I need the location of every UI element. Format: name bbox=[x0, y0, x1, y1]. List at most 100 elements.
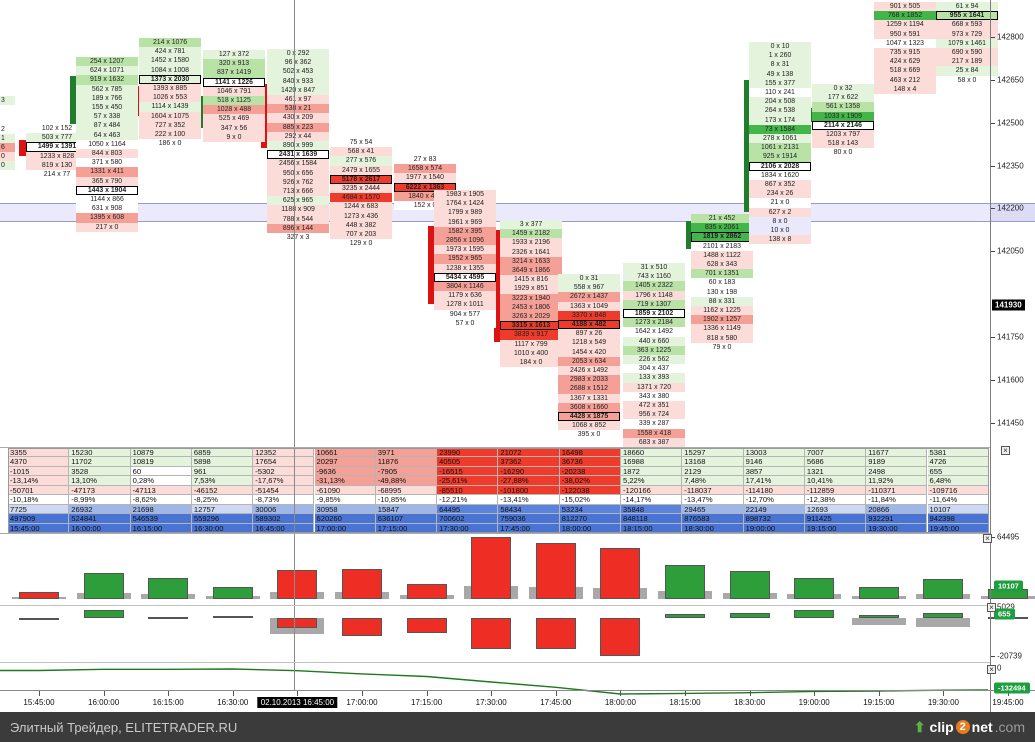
delta-bar bbox=[83, 610, 124, 618]
time-axis: 15:45:00 16:00:00 16:15:00 16:30:00 02.10.20… bbox=[0, 690, 1035, 712]
cluster-cell: 1144 x 866 bbox=[76, 195, 138, 205]
cluster-cell: 1902 x 1257 bbox=[691, 315, 753, 325]
cluster-cell: 87 x 484 bbox=[76, 121, 138, 131]
table-cell: -8,73% bbox=[253, 495, 315, 505]
volume-bar bbox=[83, 573, 124, 599]
volume-bar bbox=[277, 570, 318, 599]
table-cell: 10819 bbox=[130, 457, 192, 467]
cluster-cell: 1336 x 1149 bbox=[691, 324, 753, 334]
cluster-cell: 127 x 372 bbox=[203, 50, 265, 60]
table-cell: -11,84% bbox=[866, 495, 928, 505]
price-tick-label: 142050 bbox=[997, 246, 1024, 256]
time-tick-label: 19:30:00 bbox=[927, 698, 959, 707]
cluster-cell: 8 x 31 bbox=[749, 60, 811, 70]
cluster-cell: 919 x 1632 bbox=[76, 75, 138, 85]
time-tick bbox=[168, 691, 170, 696]
cluster-cell: 155 x 377 bbox=[749, 78, 811, 88]
cluster-cell: 0 x 32 bbox=[812, 84, 874, 94]
cluster-cell: 129 x 0 bbox=[330, 239, 392, 249]
table-cell: 15:45:00 bbox=[8, 523, 70, 533]
clip2net-logo[interactable]: ⬆ clip 2 net .com bbox=[914, 719, 1025, 736]
cluster-cell-clipped: 1 bbox=[0, 134, 15, 144]
table-cell: 18:15:00 bbox=[621, 523, 683, 533]
cluster-cell: 1033 x 1909 bbox=[812, 111, 874, 121]
table-cell: -8,62% bbox=[130, 495, 192, 505]
cluster-cell: 1114 x 1439 bbox=[139, 102, 201, 112]
table-cell: -46152 bbox=[191, 485, 254, 496]
table-cell: 21698 bbox=[130, 504, 192, 515]
cluster-cell: 1010 x 400 bbox=[500, 348, 562, 358]
pane-axis-label: 0 bbox=[997, 663, 1002, 673]
collapse-pane-icon[interactable]: × bbox=[987, 603, 996, 612]
cluster-cell: 1488 x 1122 bbox=[691, 250, 753, 260]
time-tick-label: 16:30:00 bbox=[217, 698, 249, 707]
cluster-cell: 1834 x 1620 bbox=[749, 170, 811, 180]
time-tick-label: 17:30:00 bbox=[475, 698, 507, 707]
collapse-pane-icon[interactable]: × bbox=[983, 534, 992, 543]
status-bar: Элитный Трейдер, ELITETRADER.RU ⬆ clip 2 ne… bbox=[0, 712, 1035, 742]
cluster-cell: 3223 x 1940 bbox=[500, 293, 562, 303]
logo-text-clip: clip bbox=[929, 719, 954, 735]
table-cell: 7,53% bbox=[191, 476, 254, 486]
delta-bar bbox=[923, 612, 964, 618]
price-tick bbox=[990, 37, 995, 38]
cluster-cell: 3370 x 848 bbox=[558, 310, 620, 320]
cluster-cell: 4428 x 1875 bbox=[558, 412, 620, 422]
cluster-cell: 1331 x 411 bbox=[76, 167, 138, 177]
table-cell: 7,48% bbox=[682, 476, 744, 486]
table-cell: 40505 bbox=[437, 457, 499, 467]
cluster-cell: 1371 x 720 bbox=[623, 382, 685, 392]
cluster-cell: 719 x 1307 bbox=[623, 299, 685, 309]
table-cell: 10107 bbox=[927, 504, 989, 515]
cluster-cell: 217 x 189 bbox=[936, 57, 998, 67]
price-tick-label: 142350 bbox=[997, 161, 1024, 171]
table-cell: -101800 bbox=[498, 485, 560, 496]
cluster-cell: 2479 x 1655 bbox=[330, 165, 392, 175]
table-cell: 11702 bbox=[69, 457, 131, 467]
price-tick-label: 142650 bbox=[997, 75, 1024, 85]
table-cell: -8,99% bbox=[69, 495, 131, 505]
cluster-cell: 214 x 77 bbox=[26, 170, 88, 180]
cluster-cell: 1454 x 420 bbox=[558, 347, 620, 357]
cluster-cell: 1061 x 2131 bbox=[749, 143, 811, 153]
cluster-cell: 1084 x 1008 bbox=[139, 65, 201, 75]
cluster-cell: 254 x 1207 bbox=[76, 57, 138, 67]
cluster-cell: 189 x 766 bbox=[76, 93, 138, 103]
cluster-cell: 1028 x 488 bbox=[203, 105, 265, 115]
table-cell: 15297 bbox=[682, 448, 744, 458]
table-cell: 12757 bbox=[191, 504, 254, 515]
cluster-cell: 1840 x 411 bbox=[394, 191, 456, 201]
last-price-badge: 141930 bbox=[992, 299, 1025, 311]
collapse-pane-icon[interactable]: × bbox=[1001, 446, 1010, 455]
table-cell: -17,67% bbox=[253, 476, 315, 486]
cluster-cell: 304 x 437 bbox=[623, 364, 685, 374]
table-cell: 932291 bbox=[866, 514, 928, 524]
table-cell: 10,41% bbox=[804, 476, 867, 486]
cluster-cell: 186 x 0 bbox=[139, 139, 201, 149]
cluster-cell: 525 x 469 bbox=[203, 114, 265, 124]
time-tick bbox=[426, 691, 428, 696]
hist-last-value-badge: 655 bbox=[994, 608, 1015, 620]
table-cell: 2498 bbox=[866, 466, 928, 477]
table-cell: 10879 bbox=[130, 448, 192, 458]
table-cell: 18:30:00 bbox=[682, 523, 744, 533]
collapse-pane-icon[interactable]: × bbox=[987, 665, 996, 674]
table-cell: -47173 bbox=[69, 485, 131, 496]
table-cell: 11876 bbox=[375, 457, 438, 467]
cluster-cell: 3214 x 1633 bbox=[500, 256, 562, 266]
cluster-cell: 371 x 580 bbox=[76, 158, 138, 168]
cluster-cell: 885 x 223 bbox=[267, 122, 329, 132]
table-cell: -9636 bbox=[314, 466, 376, 477]
volume-bar bbox=[600, 547, 641, 599]
cluster-cell: 624 x 1071 bbox=[76, 66, 138, 76]
cluster-cell: 1582 x 395 bbox=[434, 226, 496, 236]
table-cell: -68995 bbox=[375, 485, 438, 496]
table-cell: 0,28% bbox=[130, 476, 192, 486]
cluster-cell: 668 x 593 bbox=[936, 20, 998, 30]
cluster-cell: 1420 x 847 bbox=[267, 85, 329, 95]
cluster-cell: 1259 x 1194 bbox=[874, 20, 936, 30]
cluster-cell: 1952 x 965 bbox=[434, 254, 496, 264]
table-cell: -38,02% bbox=[559, 476, 621, 486]
cluster-cell: 463 x 212 bbox=[874, 75, 936, 85]
cluster-cell: 339 x 287 bbox=[623, 419, 685, 429]
